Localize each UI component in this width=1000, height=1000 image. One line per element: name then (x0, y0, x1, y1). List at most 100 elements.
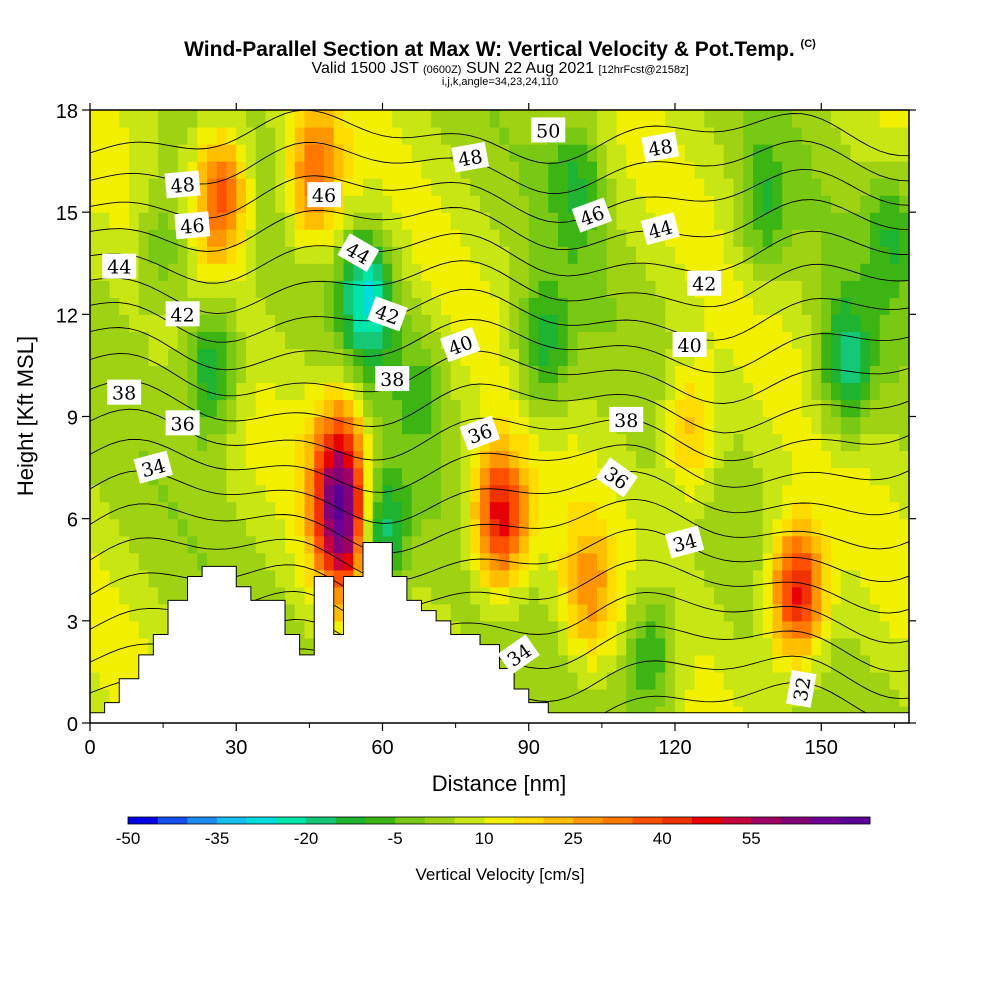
field-cell (275, 195, 286, 213)
field-cell (645, 586, 657, 605)
field-cell (792, 416, 803, 435)
field-cell (723, 178, 735, 196)
field-cell (480, 586, 491, 605)
field-cell (558, 212, 569, 230)
field-cell (168, 382, 179, 401)
field-cell (879, 552, 891, 571)
field-cell (460, 603, 471, 622)
field-cell (694, 433, 705, 452)
field-cell (265, 331, 276, 349)
field-cell (577, 144, 588, 162)
field-cell (470, 586, 481, 605)
field-cell (158, 178, 169, 196)
field-cell (538, 688, 549, 707)
colorbar-swatch (335, 817, 366, 824)
field-cell (821, 501, 832, 520)
field-cell (450, 280, 462, 298)
field-cell (694, 603, 705, 622)
field-cell (538, 331, 549, 349)
field-cell (236, 552, 247, 571)
field-cell (411, 382, 423, 401)
field-cell (558, 348, 569, 367)
field-cell (382, 178, 393, 196)
field-cell (655, 671, 666, 690)
field-cell (392, 433, 403, 452)
field-cell (889, 178, 900, 196)
field-cell (470, 348, 481, 367)
field-cell (509, 569, 520, 588)
field-cell (275, 229, 286, 247)
field-cell (645, 569, 657, 588)
field-cell (899, 348, 909, 367)
isentrope-label: 34 (497, 634, 540, 675)
field-cell (772, 127, 783, 145)
field-cell (441, 552, 452, 571)
field-cell (548, 229, 559, 247)
field-cell (187, 127, 198, 145)
field-cell (489, 110, 501, 128)
field-cell (441, 263, 452, 281)
field-cell (577, 450, 588, 469)
field-cell (606, 535, 618, 554)
field-cell (801, 144, 813, 162)
field-cell (704, 416, 715, 435)
isentrope-label: 46 (307, 182, 341, 208)
field-cell (216, 178, 228, 196)
field-cell (655, 246, 666, 264)
field-cell (489, 195, 501, 213)
field-cell (441, 178, 452, 196)
field-cell (265, 297, 276, 315)
field-cell (782, 569, 793, 588)
field-cell (343, 484, 354, 503)
field-cell (636, 331, 647, 349)
field-cell (665, 654, 676, 673)
field-cell (723, 348, 735, 367)
field-cell (285, 178, 296, 196)
field-cell (197, 467, 208, 486)
field-cell (821, 161, 832, 179)
field-cell (90, 620, 101, 639)
field-cell (177, 331, 189, 349)
field-cell (821, 399, 832, 418)
field-cell (197, 161, 208, 179)
field-cell (353, 110, 364, 128)
field-cell (246, 229, 257, 247)
field-cell (606, 688, 618, 707)
field-cell (567, 263, 579, 281)
field-cell (197, 450, 208, 469)
field-cell (168, 586, 179, 605)
field-cell (187, 501, 198, 520)
field-cell (606, 297, 618, 315)
field-cell (587, 688, 598, 707)
field-cell (470, 450, 481, 469)
field-cell (499, 161, 510, 179)
field-cell (743, 433, 754, 452)
field-cell (343, 552, 354, 571)
field-cell (645, 501, 657, 520)
field-cell (675, 399, 686, 418)
field-cell (772, 433, 783, 452)
field-cell (860, 212, 871, 230)
field-cell (801, 348, 813, 367)
field-cell (850, 178, 861, 196)
field-cell (753, 467, 764, 486)
field-cell (138, 433, 150, 452)
field-cell (645, 280, 657, 298)
field-cell (158, 331, 169, 349)
field-cell (119, 212, 130, 230)
field-cell (792, 569, 803, 588)
field-cell (177, 246, 189, 264)
field-cell (304, 399, 315, 418)
field-cell (285, 195, 296, 213)
field-cell (109, 161, 120, 179)
field-cell (870, 620, 881, 639)
field-cell (821, 280, 832, 298)
field-cell (587, 331, 598, 349)
field-cell (733, 246, 744, 264)
field-cell (811, 637, 822, 656)
colorbar-swatch (573, 817, 604, 824)
field-cell (402, 280, 413, 298)
field-cell (587, 365, 598, 384)
field-cell (314, 127, 325, 145)
field-cell (616, 229, 627, 247)
